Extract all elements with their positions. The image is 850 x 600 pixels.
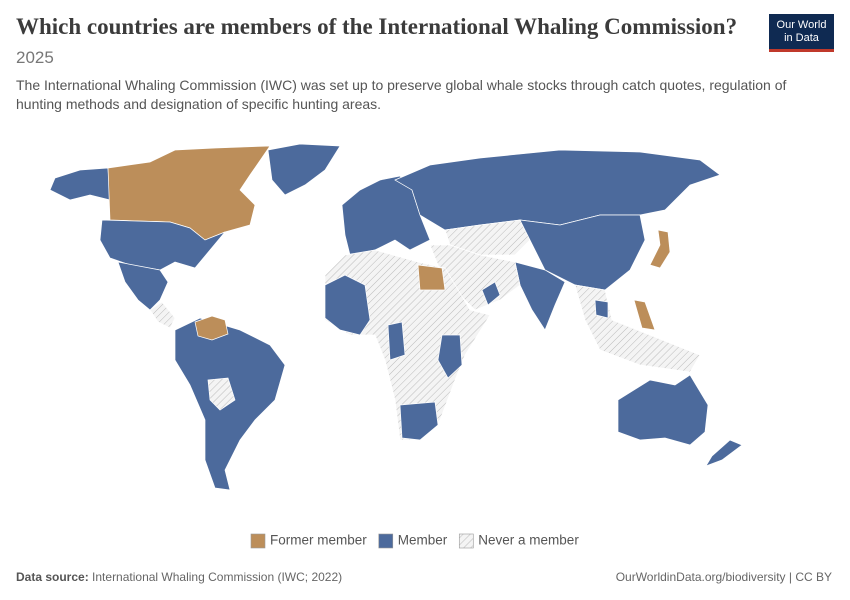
japan <box>649 229 671 269</box>
subtitle: 2025 <box>16 48 54 67</box>
countries <box>49 143 743 491</box>
greenland <box>267 143 341 196</box>
oman <box>481 281 501 306</box>
source-label: Data source: <box>16 570 89 584</box>
mexico <box>117 261 169 311</box>
angola <box>387 321 406 361</box>
central-america <box>149 301 176 329</box>
southeast-asia <box>574 284 701 373</box>
source: Data source: International Whaling Commi… <box>16 570 342 584</box>
west-africa <box>324 274 371 336</box>
australia <box>617 374 709 446</box>
source-text: International Whaling Commission (IWC; 2… <box>92 570 343 584</box>
bolivia <box>207 377 236 411</box>
legend-swatch <box>250 533 266 549</box>
alaska <box>49 167 111 201</box>
title: Which countries are members of the Inter… <box>16 14 738 39</box>
russia <box>394 149 721 231</box>
venezuela <box>194 315 229 341</box>
china <box>519 214 646 291</box>
india <box>514 261 566 331</box>
legend-swatch <box>458 533 474 549</box>
cambodia <box>594 299 609 319</box>
legend-label: Never a member <box>478 533 579 548</box>
logo[interactable]: Our World in Data <box>769 14 834 52</box>
philippines <box>633 299 656 331</box>
legend-label: Former member <box>270 533 367 548</box>
south-africa <box>399 401 439 441</box>
egypt <box>417 264 446 291</box>
usa <box>99 219 226 271</box>
new-zealand <box>705 439 743 467</box>
link[interactable]: OurWorldinData.org/biodiversity | CC BY <box>615 570 832 584</box>
kenya-tanzania <box>437 334 463 379</box>
legend-label: Member <box>398 533 448 548</box>
south-america <box>174 317 286 491</box>
legend-swatch <box>378 533 394 549</box>
logo-line: Our World <box>776 19 827 31</box>
logo-line: in Data <box>784 32 819 44</box>
description: The International Whaling Commission (IW… <box>16 77 787 112</box>
legend: Former member Member Never a member <box>250 533 579 549</box>
